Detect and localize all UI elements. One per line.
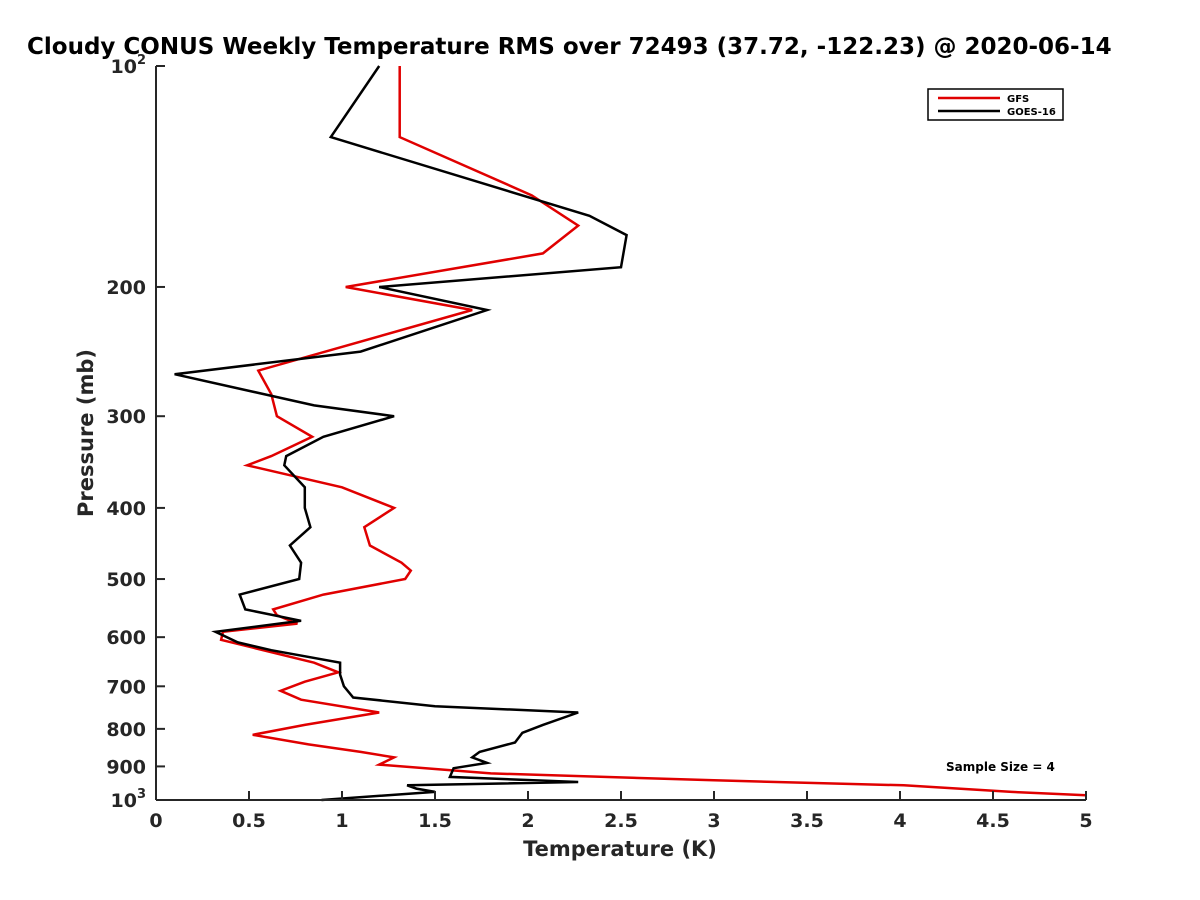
chart-title: Cloudy CONUS Weekly Temperature RMS over… (27, 34, 1112, 60)
y-tick-label: 500 (106, 569, 146, 591)
series-line-goes-16 (174, 65, 628, 802)
x-tick-label: 4 (893, 810, 906, 832)
x-tick-label: 0 (149, 810, 162, 832)
legend: GFS GOES-16 (927, 88, 1064, 121)
y-tick-label: 800 (106, 719, 146, 741)
y-axis-label: Pressure (mb) (74, 349, 98, 517)
x-tick-label: 0.5 (232, 810, 266, 832)
x-axis-label: Temperature (K) (523, 837, 717, 861)
x-tick-label: 2.5 (604, 810, 638, 832)
y-tick-label: 200 (106, 277, 146, 299)
legend-label: GOES-16 (1007, 107, 1056, 118)
x-tick-label: 1 (335, 810, 348, 832)
legend-label: GFS (1007, 94, 1029, 105)
y-tick-label: 102 (111, 53, 147, 78)
axes-layer (155, 66, 1086, 801)
x-tick-label: 3 (707, 810, 720, 832)
y-tick-label: 300 (106, 406, 146, 428)
x-tick-label: 5 (1079, 810, 1092, 832)
x-tick-label: 4.5 (976, 810, 1010, 832)
legend-box (927, 88, 1064, 121)
y-tick-label: 103 (111, 787, 147, 812)
series-line-gfs (219, 66, 1087, 797)
y-tick-label: 400 (106, 498, 146, 520)
y-tick-label: 700 (106, 676, 146, 698)
x-tick-label: 2 (521, 810, 534, 832)
sample-size-annotation: Sample Size = 4 (946, 760, 1055, 774)
x-tick-label: 3.5 (790, 810, 824, 832)
x-tick-label: 1.5 (418, 810, 452, 832)
y-tick-label: 900 (106, 756, 146, 778)
ticks-layer: 0 0.5 1 1.5 2 2.5 3 3.5 4 4.5 5 102 200 300 400 500 600 7… (106, 53, 1092, 832)
series-layer (174, 65, 1087, 802)
y-tick-label: 600 (106, 627, 146, 649)
